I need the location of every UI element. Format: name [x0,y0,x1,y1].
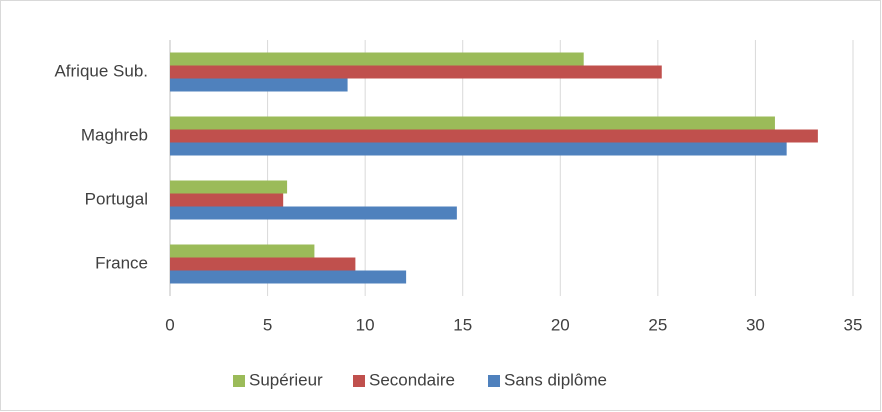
x-tick-label: 35 [844,315,863,334]
bar [170,206,457,220]
x-tick-label: 20 [551,315,570,334]
legend-label: Sans diplôme [504,370,607,389]
x-tick-label: 25 [648,315,667,334]
bar [170,78,348,92]
legend-swatch [353,375,365,387]
legend-swatch [488,375,500,387]
x-tick-label: 5 [263,315,272,334]
x-tick-label: 30 [746,315,765,334]
x-tick-label: 0 [165,315,174,334]
y-tick-label: Portugal [85,189,148,208]
bar [170,180,288,194]
y-tick-label: Maghreb [81,125,148,144]
bar [170,129,818,143]
x-tick-label: 10 [356,315,375,334]
bar [170,116,775,130]
bar [170,270,407,284]
bar [170,52,584,66]
bar [170,244,315,258]
legend-swatch [233,375,245,387]
legend-label: Secondaire [369,370,455,389]
y-tick-label: France [95,253,148,272]
y-tick-label: Afrique Sub. [54,61,148,80]
bar [170,193,284,207]
bar [170,257,356,271]
bar [170,142,787,156]
legend-label: Supérieur [249,370,323,389]
bar [170,65,662,79]
x-tick-label: 15 [453,315,472,334]
